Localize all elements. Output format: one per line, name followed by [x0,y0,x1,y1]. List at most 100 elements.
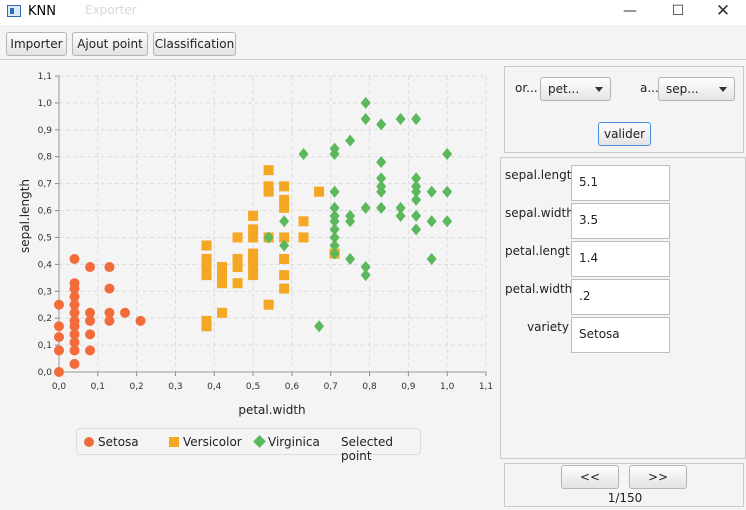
virginica-point [411,113,422,126]
versicolor-point [217,307,228,318]
scatter-chart: 0,0 0,0 0,1 0,1 0,2 0,2 0,3 0,3 0,4 0,4 0,5 0,5 0,6 0… [0,60,498,507]
setosa-point [69,253,80,264]
validate-button[interactable]: valider [598,122,651,146]
virginica-point [376,201,387,214]
y-tick-label: 0,9 [38,126,53,136]
virginica-point [411,223,422,236]
setosa-point [69,337,80,348]
x-axis-select[interactable]: pet... [540,77,611,101]
versicolor-point [248,270,259,281]
x-tick-label: 0,9 [401,382,416,392]
virginica-point [411,185,422,198]
x-tick-label: 0,7 [324,382,338,392]
x-axis-select-value: pet... [548,82,580,96]
virginica-point [329,201,340,214]
versicolor-point [279,253,290,264]
setosa-point [69,307,80,318]
versicolor-point [279,232,290,243]
petal-width-field[interactable]: .2 [571,279,670,315]
window-title: KNN [28,4,56,19]
virginica-point [279,239,290,252]
y-axis-select[interactable]: sep... [658,77,735,101]
virginica-point [329,239,340,252]
legend-virginica: Virginica [268,435,320,449]
variety-field[interactable]: Setosa [571,317,670,353]
virginica-point [360,261,371,274]
virginica-point [279,215,290,228]
maximize-button[interactable]: ☐ [671,3,685,19]
x-tick-label: 0,0 [52,382,67,392]
setosa-point [135,315,146,326]
setosa-point [119,307,130,318]
minimize-button[interactable]: — [623,3,637,19]
setosa-point [69,291,80,302]
x-tick-label: 0,8 [362,382,377,392]
versicolor-point [279,202,290,213]
setosa-point [54,299,64,310]
y-axis-select-label: a... [640,81,659,95]
import-button[interactable]: Importer [6,32,67,56]
petal-length-label: petal.length [505,244,578,258]
versicolor-point [279,194,290,205]
petal-length-field[interactable]: 1.4 [571,241,670,277]
chart-axes: 0,0 0,0 0,1 0,1 0,2 0,2 0,3 0,3 0,4 0,4 0,5 0,5 0,6 0… [38,72,493,392]
virginica-point [360,96,371,109]
sepal-length-field[interactable]: 5.1 [571,165,670,201]
virginica-point [298,148,309,161]
virginica-point [263,231,274,244]
legend-setosa: Setosa [98,435,139,449]
x-axis-select-label: or... [515,81,538,95]
close-button[interactable]: ✕ [715,1,731,21]
virginica-point [376,156,387,169]
versicolor-point [201,321,212,332]
versicolor-point [232,232,243,243]
record-position: 1/150 [607,491,643,505]
chart-grid [58,75,487,373]
setosa-point [85,329,96,340]
x-tick-label: 0,1 [91,382,105,392]
virginica-point [329,247,340,260]
sepal-width-field[interactable]: 3.5 [571,203,670,239]
virginica-point [411,209,422,222]
virginica-point [329,148,340,161]
ghost-export-label: Exporter [85,3,137,17]
y-tick-label: 0,0 [38,368,53,378]
y-tick-label: 0,7 [38,180,52,190]
y-tick-label: 0,5 [38,233,52,243]
legend-versicolor: Versicolor [183,435,242,449]
setosa-point [54,332,64,343]
virginica-point [345,215,356,228]
versicolor-point [217,270,228,281]
chevron-down-icon [595,87,603,92]
x-tick-label: 1,0 [440,382,455,392]
virginica-point [329,215,340,228]
sepal-length-label: sepal.length [505,168,580,182]
add-point-button[interactable]: Ajout point [72,32,148,56]
virginica-legend-symbol [253,435,266,448]
chevron-down-icon [719,87,727,92]
versicolor-point [201,262,212,273]
y-tick-label: 0,1 [38,341,52,351]
virginica-point [329,185,340,198]
chart-svg: 0,0 0,0 0,1 0,1 0,2 0,2 0,3 0,3 0,4 0,4 0,5 0,5 0,6 0… [18,72,493,417]
x-axis-label: petal.width [238,403,305,417]
versicolor-point [232,253,243,264]
versicolor-point [263,165,274,176]
previous-button[interactable]: << [561,465,619,489]
virginica-point [411,193,422,206]
virginica-point [376,185,387,198]
versicolor-point [248,224,259,235]
virginica-point [426,252,437,265]
setosa-point [54,321,64,332]
virginica-point [376,118,387,131]
versicolor-point [314,186,325,197]
setosa-point [85,262,96,273]
classification-button[interactable]: Classification [153,32,236,56]
versicolor-point [263,186,274,197]
setosa-point [69,299,80,310]
next-button[interactable]: >> [629,465,687,489]
versicolor-point [217,262,228,273]
plot-background [59,76,486,372]
y-tick-label: 0,2 [38,314,52,324]
main-toolbar: Importer Ajout point Classification [0,29,746,60]
